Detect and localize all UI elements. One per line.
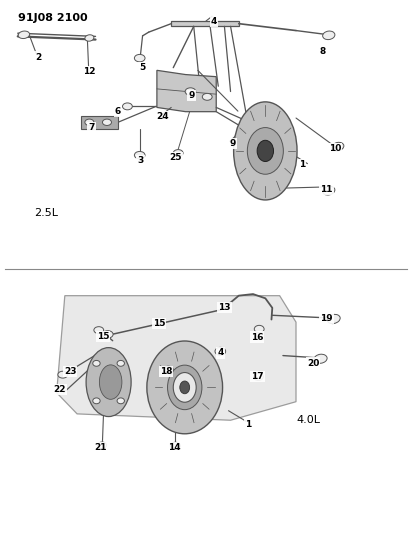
Ellipse shape [164, 366, 173, 374]
Text: 12: 12 [83, 67, 96, 76]
Circle shape [168, 365, 202, 410]
Ellipse shape [215, 348, 226, 356]
Ellipse shape [234, 102, 297, 200]
Ellipse shape [314, 354, 327, 364]
Text: 22: 22 [53, 385, 66, 394]
Text: 17: 17 [251, 372, 263, 381]
Text: 25: 25 [169, 154, 182, 163]
Polygon shape [56, 296, 296, 420]
Ellipse shape [58, 371, 68, 378]
Text: 16: 16 [251, 333, 263, 342]
Ellipse shape [99, 365, 122, 399]
Ellipse shape [103, 330, 113, 338]
Text: 23: 23 [64, 367, 76, 376]
Text: 91J08 2100: 91J08 2100 [18, 13, 87, 23]
Text: 10: 10 [329, 144, 341, 154]
Text: 15: 15 [97, 332, 109, 341]
Text: 9: 9 [229, 139, 236, 148]
Ellipse shape [134, 151, 145, 159]
Circle shape [180, 381, 190, 394]
Ellipse shape [323, 187, 335, 195]
Ellipse shape [103, 119, 112, 125]
Text: 18: 18 [159, 367, 172, 376]
Ellipse shape [94, 327, 104, 334]
Ellipse shape [173, 150, 183, 157]
Ellipse shape [323, 31, 335, 39]
Text: 24: 24 [157, 112, 169, 122]
Ellipse shape [327, 314, 340, 324]
Ellipse shape [122, 103, 132, 110]
Ellipse shape [185, 88, 196, 95]
Polygon shape [157, 70, 216, 112]
Ellipse shape [147, 341, 222, 434]
Circle shape [247, 127, 283, 174]
Text: 4.0L: 4.0L [296, 415, 320, 425]
Text: 15: 15 [153, 319, 165, 328]
Text: 1: 1 [299, 160, 305, 169]
Ellipse shape [98, 442, 107, 448]
Ellipse shape [86, 348, 131, 417]
Ellipse shape [332, 142, 344, 151]
Ellipse shape [117, 398, 124, 404]
Circle shape [173, 373, 196, 402]
Ellipse shape [93, 398, 100, 404]
Ellipse shape [253, 373, 263, 381]
Ellipse shape [134, 54, 145, 62]
Text: 4: 4 [217, 349, 224, 358]
Text: 21: 21 [94, 443, 107, 453]
Text: 6: 6 [115, 107, 121, 116]
Text: 11: 11 [321, 185, 333, 194]
Text: 13: 13 [218, 303, 231, 312]
Text: 7: 7 [88, 123, 95, 132]
Ellipse shape [254, 325, 264, 333]
Text: 8: 8 [319, 47, 326, 56]
Ellipse shape [171, 442, 180, 449]
Ellipse shape [93, 360, 100, 366]
Text: 9: 9 [188, 91, 195, 100]
Text: 1: 1 [245, 420, 251, 429]
Text: 5: 5 [139, 63, 146, 72]
Text: 3: 3 [137, 156, 144, 165]
Polygon shape [171, 21, 239, 26]
Ellipse shape [85, 35, 94, 41]
Polygon shape [81, 116, 118, 128]
Text: 20: 20 [307, 359, 319, 367]
Circle shape [257, 140, 274, 161]
Text: 2.5L: 2.5L [34, 208, 58, 219]
Text: 4: 4 [211, 17, 218, 26]
Text: 2: 2 [35, 53, 41, 62]
Ellipse shape [85, 119, 94, 125]
Text: 19: 19 [321, 314, 333, 323]
Ellipse shape [117, 360, 124, 366]
Ellipse shape [202, 93, 212, 100]
Text: 14: 14 [168, 443, 180, 453]
Ellipse shape [18, 31, 30, 38]
